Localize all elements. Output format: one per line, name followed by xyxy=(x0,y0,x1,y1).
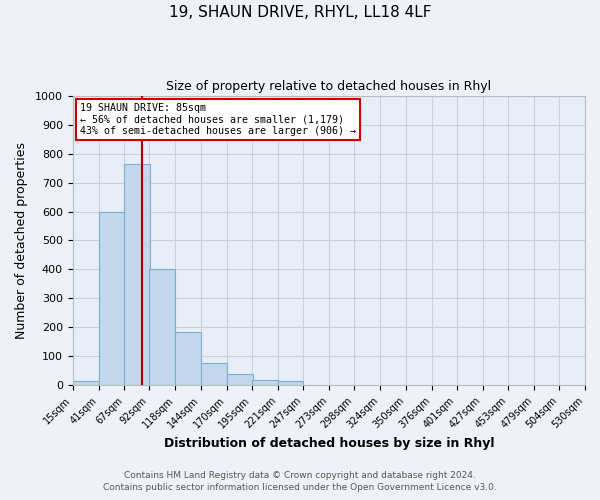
Bar xyxy=(149,270,175,386)
Bar xyxy=(201,363,227,386)
X-axis label: Distribution of detached houses by size in Rhyl: Distribution of detached houses by size … xyxy=(164,437,494,450)
Title: Size of property relative to detached houses in Rhyl: Size of property relative to detached ho… xyxy=(166,80,491,93)
Text: Contains public sector information licensed under the Open Government Licence v3: Contains public sector information licen… xyxy=(103,484,497,492)
Bar xyxy=(98,212,124,386)
Text: Contains HM Land Registry data © Crown copyright and database right 2024.: Contains HM Land Registry data © Crown c… xyxy=(124,471,476,480)
Bar xyxy=(175,332,201,386)
Y-axis label: Number of detached properties: Number of detached properties xyxy=(15,142,28,339)
Bar xyxy=(252,380,278,386)
Bar xyxy=(227,374,253,386)
Text: 19 SHAUN DRIVE: 85sqm
← 56% of detached houses are smaller (1,179)
43% of semi-d: 19 SHAUN DRIVE: 85sqm ← 56% of detached … xyxy=(80,103,356,136)
Bar xyxy=(278,381,304,386)
Text: 19, SHAUN DRIVE, RHYL, LL18 4LF: 19, SHAUN DRIVE, RHYL, LL18 4LF xyxy=(169,5,431,20)
Bar xyxy=(124,164,150,386)
Bar xyxy=(73,381,98,386)
